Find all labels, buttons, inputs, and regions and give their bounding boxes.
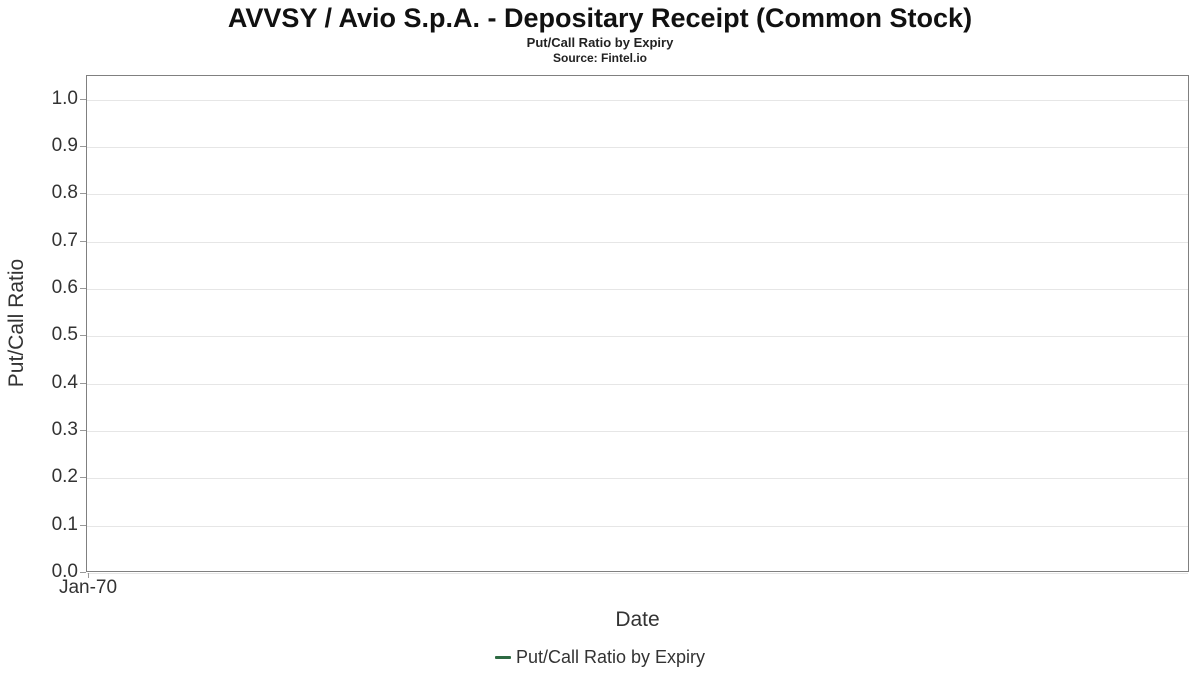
y-axis-tick-mark [80,99,86,100]
x-axis-tick-label: Jan-70 [58,577,118,598]
y-axis-tick-mark [80,146,86,147]
chart-title: AVVSY / Avio S.p.A. - Depositary Receipt… [227,3,973,33]
y-axis-tick-label: 0.2 [51,466,78,487]
y-axis-tick-label: 0.4 [51,372,78,393]
y-axis-tick-mark [80,572,86,573]
y-axis-tick-mark [80,430,86,431]
y-axis-tick-label: 0.1 [51,514,78,535]
chart-subtitle: Put/Call Ratio by Expiry [526,35,674,50]
plot-area [86,75,1189,574]
y-axis-tick-label: 0.0 [51,561,78,582]
y-axis-tick-mark [80,241,86,242]
x-axis-tick-mark [88,573,89,578]
gridline [87,573,1188,574]
y-axis-tick-mark [80,477,86,478]
y-axis-tick-label: 0.3 [51,419,78,440]
gridline [87,242,1188,243]
gridline [87,336,1188,337]
y-axis-tick-mark [80,525,86,526]
legend-line-icon [494,656,511,659]
y-axis-tick-label: 0.6 [51,277,78,298]
y-axis-tick-mark [80,193,86,194]
gridline [87,194,1188,195]
y-axis-tick-label: 0.5 [51,324,78,345]
gridline [87,289,1188,290]
gridline [87,100,1188,101]
y-axis-tick-label: 0.8 [51,182,78,203]
gridline [87,478,1188,479]
y-axis-tick-label: 1.0 [51,88,78,109]
y-axis-tick-label: 0.9 [51,135,78,156]
legend-item[interactable]: Put/Call Ratio by Expiry [0,647,1200,668]
x-axis-title: Date [615,608,660,631]
y-axis-tick-label: 0.7 [51,230,78,251]
gridline [87,526,1188,527]
chart-source: Source: Fintel.io [552,51,647,65]
y-axis-tick-mark [80,383,86,384]
gridline [87,147,1188,148]
legend-label: Put/Call Ratio by Expiry [515,647,706,667]
gridline [87,384,1188,385]
y-axis-tick-mark [80,335,86,336]
y-axis-tick-mark [80,288,86,289]
gridline [87,431,1188,432]
